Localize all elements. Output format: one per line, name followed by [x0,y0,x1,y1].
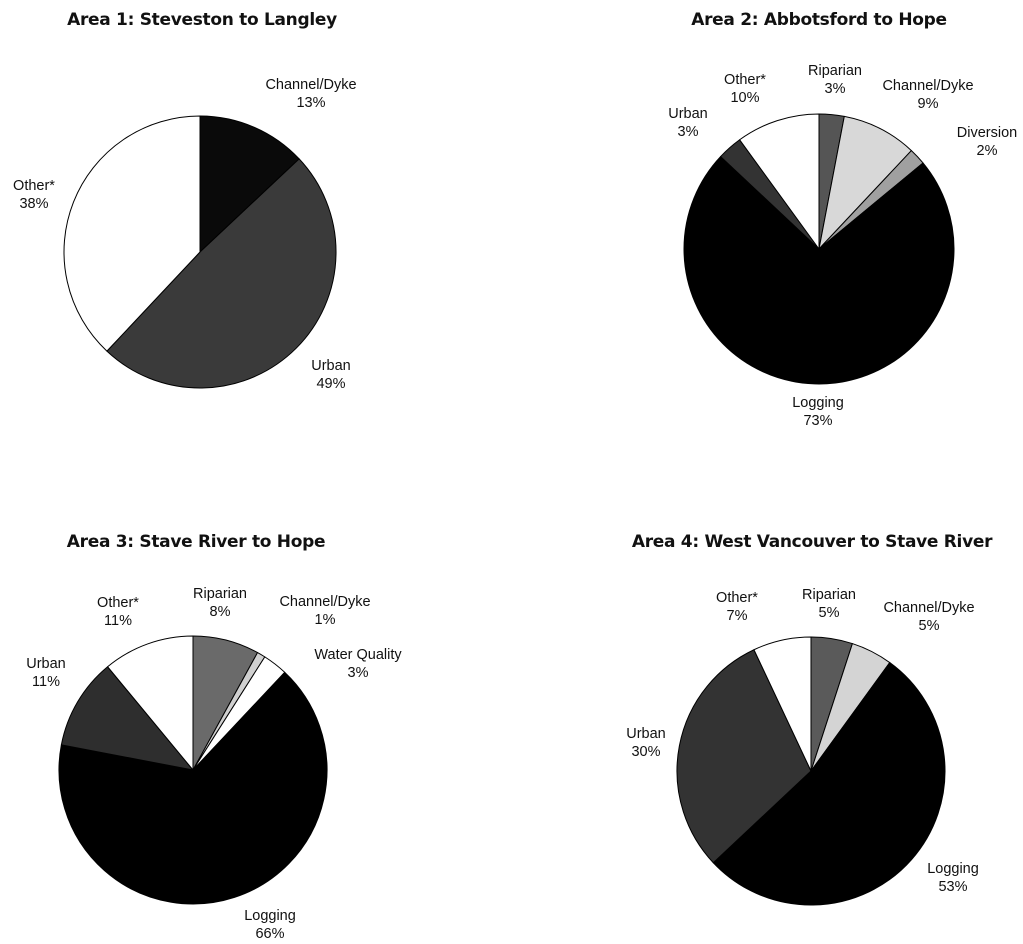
chart-3-label-urban: Urban 11% [26,656,66,690]
chart-4-label-other: Other* 7% [716,590,758,624]
chart-1-label-other: Other* 38% [13,178,55,212]
chart-4-label-riparian: Riparian 5% [802,587,856,621]
chart-4-title: Area 4: West Vancouver to Stave River [631,532,993,552]
chart-2-label-channel-dyke: Channel/Dyke 9% [882,78,974,112]
chart-4-label-logging: Logging 53% [927,861,979,895]
chart-3-title: Area 3: Stave River to Hope [66,532,326,552]
chart-2-title: Area 2: Abbotsford to Hope [691,10,947,30]
chart-3-label-water-quality: Water Quality 3% [314,647,402,681]
chart-3-label-other: Other* 11% [97,595,139,629]
chart-2-label-urban: Urban 3% [668,106,708,140]
pie-4-slice-other [753,636,812,772]
chart-2-label-riparian: Riparian 3% [808,63,862,97]
chart-1-label-urban: Urban 49% [311,358,351,392]
chart-2-label-other: Other* 10% [724,72,766,106]
chart-2-label-logging: Logging 73% [792,395,844,429]
chart-4-label-urban: Urban 30% [626,726,666,760]
pie-3-slice-other [107,635,194,771]
pie-2-slice-logging [683,156,955,385]
chart-1-title: Area 1: Steveston to Langley [67,10,337,30]
chart-3-label-logging: Logging 66% [244,908,296,942]
pie-2-slice-other [739,113,820,250]
pie-3-slice-urban [60,666,194,771]
pie-3-slice-logging [58,671,328,905]
chart-3-label-channel-dyke: Channel/Dyke 1% [279,594,371,628]
pie-chart-4 [676,636,946,906]
pie-1-slice-channel-dyke [199,115,300,253]
pie-1-slice-urban [106,158,337,389]
chart-3-label-riparian: Riparian 8% [193,586,247,620]
chart-1-label-channel-dyke: Channel/Dyke 13% [265,77,357,111]
pie-chart-3 [58,635,328,905]
chart-2-label-diversion: Diversion 2% [956,125,1018,159]
pie-4-slice-logging [712,662,946,906]
pie-chart-2 [683,113,955,385]
pie-1-slice-other [63,115,201,352]
pie-4-slice-urban [676,649,812,864]
pie-chart-1 [63,115,337,389]
chart-4-label-channel-dyke: Channel/Dyke 5% [883,600,975,634]
